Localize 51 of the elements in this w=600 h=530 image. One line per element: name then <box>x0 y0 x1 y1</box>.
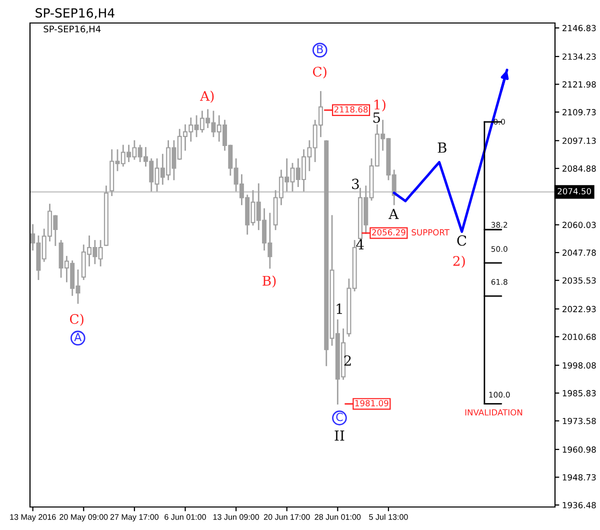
annotation: A <box>388 208 399 219</box>
y-tick-label: 2146.83 <box>562 24 596 32</box>
y-tick-label: 2022.93 <box>562 306 596 312</box>
annotation: 1 <box>336 304 342 314</box>
x-tick-label: 6 Jun 01:00 <box>164 514 206 520</box>
y-tick-label: 2060.03 <box>562 222 596 228</box>
annotation: B <box>438 142 446 153</box>
annotation: C) <box>312 66 326 79</box>
y-tick-label: 2097.13 <box>562 138 596 144</box>
y-tick-label: 2047.78 <box>562 250 596 256</box>
y-tick-label: 2121.98 <box>562 81 596 88</box>
y-tick-label: 2035.53 <box>562 277 596 284</box>
x-tick-label: 5 Jul 13:00 <box>369 514 408 520</box>
annotation: C <box>336 412 343 422</box>
annotation: SUPPORT <box>412 229 450 236</box>
y-tick-label: 1998.08 <box>562 362 596 369</box>
annotation: 2056.29 <box>372 229 406 236</box>
annotation: 2) <box>453 256 465 268</box>
y-tick-label: 1960.98 <box>562 446 596 453</box>
annotation: B <box>317 45 323 54</box>
x-tick-label: 28 Jun 01:00 <box>314 514 361 520</box>
y-tick-label: 2084.88 <box>562 165 596 172</box>
annotation: C <box>457 235 466 246</box>
annotation: 5 <box>373 112 380 123</box>
annotation: 1981.09 <box>355 400 388 406</box>
y-tick-label: 2134.23 <box>562 53 596 60</box>
annotation: II <box>334 430 344 441</box>
ref-line-label: 2074.50 <box>558 188 592 194</box>
annotation: C) <box>70 314 84 326</box>
annotation: 2 <box>344 355 351 366</box>
annotation: A) <box>200 90 214 103</box>
chart-title: SP-SEP16,H4 <box>36 8 114 19</box>
y-tick-label: 2010.68 <box>562 334 596 340</box>
annotation: B) <box>262 276 276 288</box>
x-tick-label: 20 May 09:00 <box>60 514 108 522</box>
y-tick-label: 1948.73 <box>562 474 596 481</box>
annotation: A <box>74 333 82 342</box>
chart-subtitle: SP-SEP16,H4 <box>44 26 101 34</box>
annotation: 3 <box>352 178 359 190</box>
x-tick-label: 13 May 2016 <box>10 514 56 522</box>
x-tick-label: 20 Jun 17:00 <box>264 514 310 520</box>
y-tick-label: 2109.73 <box>562 109 596 116</box>
y-tick-label: 1973.58 <box>562 418 596 424</box>
annotation: INVALIDATION <box>465 409 522 416</box>
annotation: 4 <box>356 239 364 250</box>
y-tick-label: 1985.83 <box>562 390 596 396</box>
x-tick-label: 27 May 17:00 <box>110 514 159 522</box>
y-tick-label: 1936.48 <box>562 502 596 508</box>
annotation: 1) <box>374 99 386 112</box>
x-tick-label: 13 Jun 09:00 <box>213 514 260 520</box>
annotation: 2118.68 <box>334 106 368 113</box>
